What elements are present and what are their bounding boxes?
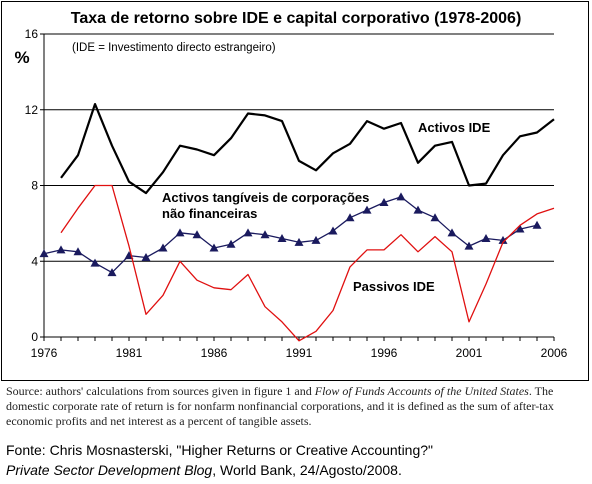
- fonte-line2-rest: , World Bank, 24/Agosto/2008.: [212, 462, 402, 478]
- chart-title: Taxa de retorno sobre IDE e capital corp…: [71, 10, 522, 27]
- series-1-point-1989: [260, 230, 270, 239]
- source-note: Source: authors' calculations from sourc…: [6, 384, 586, 429]
- series-line-2: [60, 184, 555, 342]
- series-1-point-2005: [532, 220, 542, 229]
- series-1-point-1979: [90, 258, 100, 267]
- series-1-point-1977: [56, 245, 66, 254]
- x-tick-labels: 1976 1981 1986 1991 1996 2001 2006: [31, 346, 568, 360]
- source-note-part1: Source: authors' calculations from sourc…: [6, 384, 315, 398]
- source-note-italic: Flow of Funds Accounts of the United Sta…: [314, 384, 529, 398]
- x-tick-label-1981: 1981: [116, 346, 143, 360]
- chart-frame: [1, 1, 589, 381]
- series-1-point-1992: [311, 235, 321, 244]
- fonte-line2: Private Sector Development Blog, World B…: [6, 460, 586, 480]
- series-1-point-1976: [39, 249, 49, 258]
- series-1-point-1993: [328, 226, 338, 235]
- series-1-point-1994: [345, 213, 355, 222]
- series-1-point-1985: [192, 230, 202, 239]
- series-1-point-1997: [396, 192, 406, 201]
- series-1-point-2000: [447, 228, 457, 237]
- y-tick-label-0: 0: [31, 330, 38, 344]
- series-1-point-1980: [107, 268, 117, 277]
- series-label-activos-tangiveis-2: não financeiras: [162, 206, 257, 221]
- chart: Taxa de retorno sobre IDE e capital corp…: [14, 10, 568, 360]
- y-tick-label-8: 8: [31, 179, 38, 193]
- y-tick-label-4: 4: [31, 254, 38, 268]
- y-tick-label-16: 16: [25, 27, 39, 41]
- chart-annotation: (IDE = Investimento directo estrangeiro): [72, 42, 276, 54]
- series-1-point-2002: [481, 234, 491, 243]
- fonte-line1: Fonte: Chris Mosnasterski, "Higher Retur…: [6, 442, 434, 458]
- axes: [40, 33, 555, 341]
- series-1-point-2003: [498, 235, 508, 244]
- series-label-passivos-ide: Passivos IDE: [353, 279, 435, 294]
- series-1-point-1986: [209, 243, 219, 252]
- x-tick-label-1986: 1986: [201, 346, 228, 360]
- x-tick-label-1996: 1996: [371, 346, 398, 360]
- series-1-point-1990: [277, 234, 287, 243]
- series-1-point-1983: [158, 243, 168, 252]
- series-1-point-1984: [175, 228, 185, 237]
- series-label-activos-tangiveis-1: Activos tangíveis de corporações: [162, 190, 369, 205]
- y-axis-label: %: [14, 48, 29, 67]
- fonte-blog-name: Private Sector Development Blog: [6, 462, 213, 478]
- series-1-point-1991: [294, 237, 304, 246]
- series-1-point-1988: [243, 228, 253, 237]
- source-note-part2: . The domestic corporate rate of return …: [6, 384, 554, 428]
- series-1-point-1987: [226, 239, 236, 248]
- series-1-point-1995: [362, 205, 372, 214]
- series-1-point-1982: [141, 252, 151, 261]
- x-tick-label-2001: 2001: [456, 346, 483, 360]
- series-1-point-2004: [515, 224, 525, 233]
- series-1-point-1978: [73, 247, 83, 256]
- x-tick-label-1991: 1991: [286, 346, 313, 360]
- y-tick-label-12: 12: [25, 103, 39, 117]
- series-layer: [39, 102, 555, 342]
- series-1-point-1998: [413, 205, 423, 214]
- series-1-point-2001: [464, 241, 474, 250]
- fonte-citation: Fonte: Chris Mosnasterski, "Higher Retur…: [6, 440, 586, 480]
- y-tick-labels: 0 4 8 12 16: [25, 27, 39, 344]
- x-tick-label-1976: 1976: [31, 346, 58, 360]
- series-line-0: [60, 102, 555, 195]
- series-1-point-1996: [379, 198, 389, 207]
- grid-lines: [44, 33, 554, 262]
- x-tick-label-2006: 2006: [541, 346, 568, 360]
- series-1-point-1999: [430, 213, 440, 222]
- series-label-activos-ide: Activos IDE: [418, 120, 491, 135]
